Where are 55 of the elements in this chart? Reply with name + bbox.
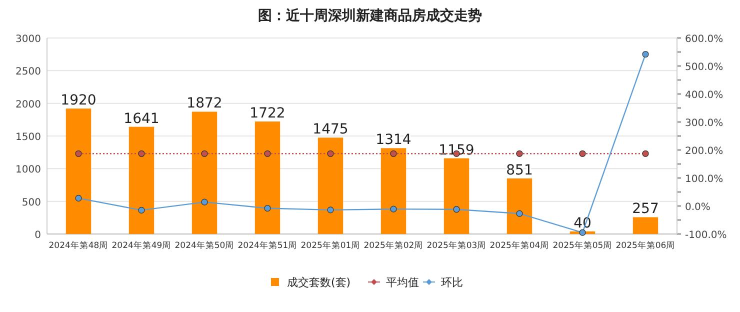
- y2-tick-label: 300.0%: [685, 118, 724, 129]
- data-label: 1872: [186, 96, 222, 112]
- x-tick-label: 2024年第49周: [112, 240, 172, 251]
- legend-label: 平均值: [386, 276, 419, 289]
- y-tick-label: 2000: [16, 99, 41, 110]
- bar: [128, 126, 154, 234]
- point: [642, 50, 649, 58]
- y-tick-label: 3000: [16, 34, 41, 45]
- y2-tick-label: 100.0%: [685, 174, 724, 185]
- bar: [66, 108, 92, 234]
- x-tick-label: 2025年第04周: [490, 240, 550, 251]
- point: [327, 206, 334, 214]
- data-label: 851: [506, 162, 533, 178]
- chart-title: 图：近十周深圳新建商品房成交走势: [258, 7, 482, 24]
- x-tick-label: 2024年第50周: [174, 240, 234, 251]
- bar: [444, 158, 470, 234]
- bar: [192, 112, 218, 234]
- data-label: 1641: [124, 110, 160, 127]
- point: [453, 206, 460, 213]
- x-tick-label: 2025年第02周: [364, 240, 424, 251]
- point: [201, 198, 208, 206]
- x-tick-label: 2025年第05周: [552, 240, 612, 251]
- data-label: 1314: [376, 132, 412, 148]
- point: [516, 210, 523, 217]
- point: [75, 194, 82, 202]
- bar: [380, 148, 406, 234]
- y2-tick-label: 0.0%: [685, 202, 710, 213]
- y-tick-label: 500: [22, 197, 41, 208]
- data-label: 1722: [250, 105, 286, 122]
- data-label: 257: [632, 201, 659, 218]
- y-tick-label: 1500: [16, 132, 41, 143]
- y2-tick-label: 200.0%: [685, 146, 724, 157]
- x-tick-label: 2025年第06周: [616, 240, 676, 251]
- y2-tick-label: 400.0%: [685, 90, 724, 101]
- legend-label: 成交套数(套): [287, 276, 351, 289]
- x-tick-label: 2025年第03周: [426, 240, 486, 251]
- x-tick-label: 2024年第51周: [238, 240, 298, 251]
- y2-tick-label: 600.0%: [685, 34, 724, 45]
- y-tick-label: 1000: [16, 164, 41, 176]
- point: [264, 204, 271, 212]
- legend-label: 环比: [441, 276, 463, 289]
- bar: [318, 138, 344, 234]
- y-tick-label: 0: [34, 230, 41, 241]
- bar: [506, 178, 532, 234]
- point: [138, 206, 145, 214]
- point: [390, 206, 397, 212]
- y2-tick-label: -100.0%: [685, 230, 727, 241]
- bar: [254, 121, 280, 234]
- y-tick-label: 2500: [16, 66, 41, 78]
- data-label: 1475: [312, 122, 348, 138]
- x-tick-label: 2025年第01周: [300, 240, 360, 251]
- x-tick-label: 2024年第48周: [48, 240, 108, 251]
- y2-tick-label: 500.0%: [685, 62, 724, 73]
- data-label: 1920: [60, 92, 96, 109]
- bar: [632, 217, 658, 234]
